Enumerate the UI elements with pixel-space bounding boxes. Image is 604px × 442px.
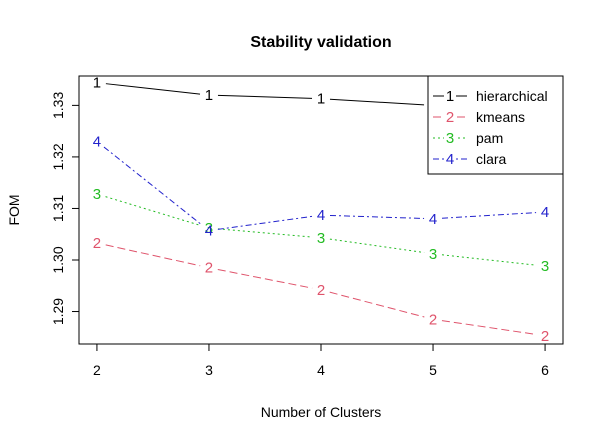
data-point-marker: 4 — [317, 207, 325, 224]
series-line-segment — [103, 146, 203, 226]
series-line-segment — [329, 238, 425, 254]
series-line-segment — [441, 212, 537, 219]
series-line-segment — [441, 254, 537, 266]
chart-title: Stability validation — [250, 34, 391, 51]
x-tick-label: 4 — [317, 362, 325, 378]
data-point-marker: 1 — [205, 87, 213, 104]
data-point-marker: 4 — [541, 204, 549, 221]
legend-marker-bg — [444, 152, 456, 166]
data-point-marker: 2 — [205, 260, 213, 277]
data-point-marker: 1 — [317, 91, 325, 108]
legend-marker-bg — [444, 131, 456, 145]
series-clara: 4 4 4 4 4 — [93, 133, 549, 239]
data-point-marker: 2 — [93, 235, 101, 252]
series-pam: 3 3 3 3 3 — [93, 186, 549, 275]
y-axis: 1.29 1.30 1.31 1.32 1.33 — [50, 92, 79, 325]
legend-marker: 3 — [446, 130, 454, 147]
legend-label: pam — [476, 130, 503, 146]
series-line-segment — [217, 215, 313, 230]
series-line-segment — [217, 94, 313, 99]
series-line-segment — [105, 83, 201, 95]
y-tick-label: 1.30 — [50, 246, 66, 273]
data-point-marker: 3 — [205, 220, 213, 237]
data-point-marker: 3 — [317, 230, 325, 247]
x-tick-label: 5 — [429, 362, 437, 378]
legend-marker: 2 — [446, 109, 454, 126]
y-tick-label: 1.33 — [50, 92, 66, 119]
legend-marker-bg — [444, 89, 456, 103]
series-kmeans: 2 2 2 2 2 — [93, 235, 549, 345]
legend-label: kmeans — [476, 109, 525, 125]
data-point-marker: 2 — [317, 282, 325, 299]
x-axis: 2 3 4 5 6 — [93, 344, 549, 378]
data-point-marker: 1 — [93, 75, 101, 92]
data-point-marker: 2 — [541, 328, 549, 345]
data-point-marker: 3 — [93, 186, 101, 203]
legend-marker: 4 — [446, 151, 454, 168]
series-line-segment — [217, 228, 313, 238]
series-line-segment — [105, 196, 201, 226]
y-axis-label: FOM — [6, 194, 22, 225]
legend: 1 hierarchical 2 kmeans 3 pam 4 clara — [427, 75, 564, 175]
x-tick-label: 3 — [205, 362, 213, 378]
series-line-segment — [105, 244, 201, 267]
series-line-segment — [329, 214, 425, 219]
legend-marker-bg — [444, 110, 456, 124]
legend-marker: 1 — [446, 88, 454, 105]
data-point-marker: 4 — [429, 211, 437, 228]
y-tick-label: 1.32 — [50, 143, 66, 170]
data-point-marker: 3 — [429, 246, 437, 263]
x-tick-label: 2 — [93, 362, 101, 378]
data-point-marker: 2 — [429, 311, 437, 328]
data-point-marker: 4 — [93, 133, 101, 150]
series-line-segment — [217, 268, 313, 289]
legend-label: clara — [476, 151, 507, 167]
y-tick-label: 1.29 — [50, 298, 66, 325]
series-line-segment — [329, 98, 425, 106]
x-tick-label: 6 — [541, 362, 549, 378]
x-axis-label: Number of Clusters — [261, 404, 382, 420]
data-point-marker: 3 — [541, 258, 549, 275]
series-line-segment — [329, 291, 425, 318]
series-line-segment — [441, 320, 537, 335]
y-tick-label: 1.31 — [50, 195, 66, 222]
legend-label: hierarchical — [476, 88, 548, 104]
data-point-marker: 4 — [205, 223, 213, 240]
